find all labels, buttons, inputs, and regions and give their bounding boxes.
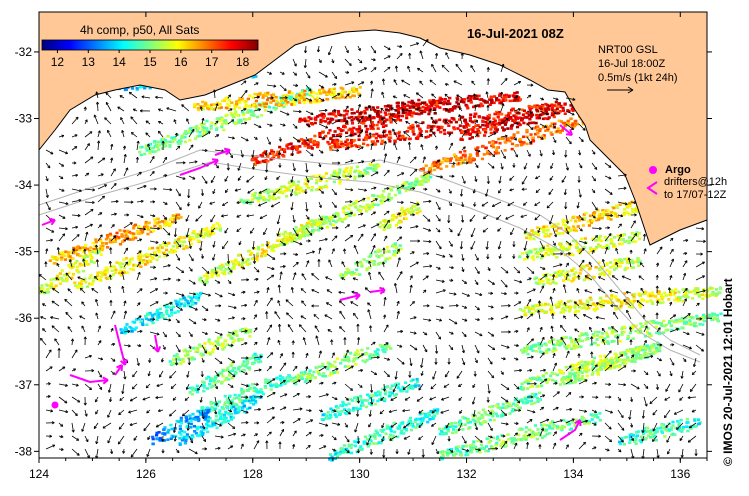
lat-tick-label: -34	[15, 178, 33, 192]
colorbar-tick-label: 12	[51, 55, 65, 69]
argo-legend-marker	[646, 166, 658, 195]
scale-arrow	[607, 86, 634, 94]
land-mass	[38, 12, 708, 363]
lat-tick-label: -36	[15, 311, 33, 325]
lat-tick-label: -37	[15, 378, 33, 392]
lon-tick-label: 128	[243, 467, 263, 481]
lon-tick-label: 134	[563, 467, 583, 481]
colorbar-tick-label: 13	[82, 55, 96, 69]
argo-label: Argo	[665, 164, 691, 176]
colorbar-tick-label: 14	[112, 55, 126, 69]
drifter-label-line1: drifters@12h	[664, 176, 728, 188]
lon-tick-label: 132	[457, 467, 477, 481]
colorbar-title: 4h comp, p50, All Sats	[80, 23, 200, 37]
lat-tick-label: -35	[15, 245, 33, 259]
lat-tick-label: -33	[15, 112, 33, 126]
product-legend: NRT00 GSL 16-Jul 18:00Z 0.5m/s (1kt 24h)	[598, 43, 677, 85]
lon-tick-label: 124	[29, 467, 49, 481]
lat-tick-label: -32	[15, 45, 33, 59]
lon-tick-label: 130	[350, 467, 370, 481]
axis-ticks: 124 126 128 130 132 134 136 -32 -33 -34 -35 -36 -37 -…	[15, 12, 712, 481]
drifter-label: drifters@12h to 17/07-12Z	[664, 176, 727, 202]
colorbar-tick-label: 16	[174, 55, 188, 69]
product-name: NRT00 GSL	[598, 44, 658, 56]
lat-tick-label: -38	[15, 444, 33, 458]
map-title: 16-Jul-2021 08Z	[467, 26, 564, 41]
current-vector-field	[38, 39, 706, 459]
lon-tick-label: 126	[136, 467, 156, 481]
colorbar-tick-label: 17	[205, 55, 219, 69]
drifter-label-line2: to 17/07-12Z	[664, 189, 727, 201]
colorbar-tick-label: 15	[143, 55, 157, 69]
scale-label: 0.5m/s (1kt 24h)	[598, 72, 678, 84]
colorbar: 12 13 14 15 16 17 18	[41, 39, 259, 69]
map-frame	[38, 11, 708, 459]
colorbar-tick-label: 18	[236, 55, 250, 69]
product-time: 16-Jul 18:00Z	[598, 58, 666, 70]
lon-tick-label: 136	[670, 467, 690, 481]
drifter-tracks	[41, 124, 582, 441]
